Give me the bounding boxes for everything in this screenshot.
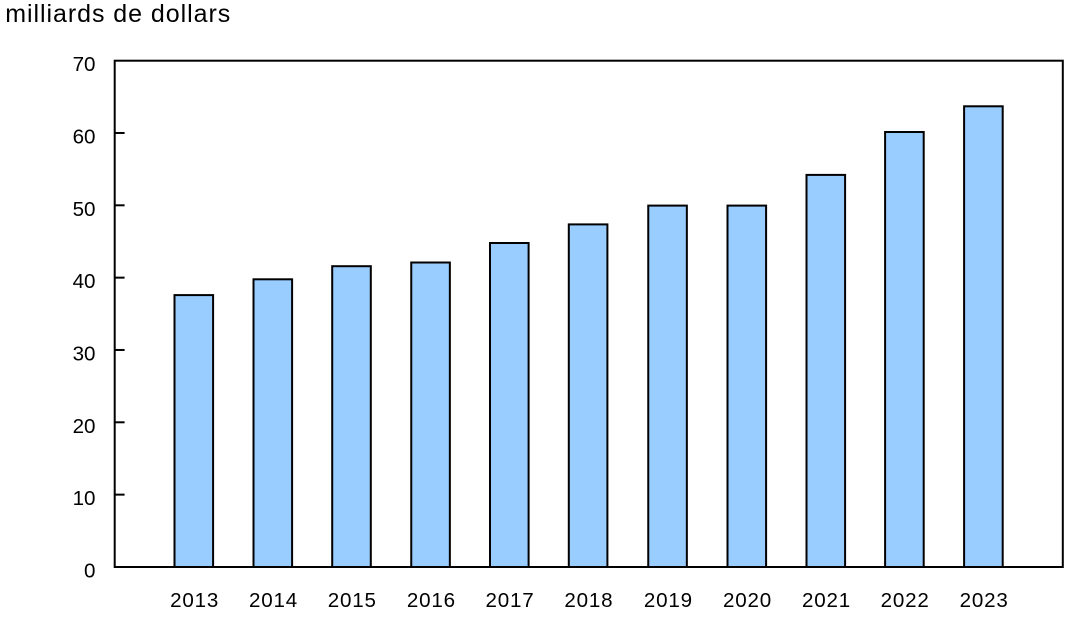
svg-text:2014: 2014 bbox=[249, 589, 298, 612]
svg-text:60: 60 bbox=[73, 126, 96, 149]
svg-text:30: 30 bbox=[73, 343, 96, 366]
svg-text:milliards de dollars: milliards de dollars bbox=[5, 0, 231, 28]
svg-text:2022: 2022 bbox=[881, 589, 930, 612]
svg-text:0: 0 bbox=[84, 560, 95, 583]
svg-text:2020: 2020 bbox=[723, 589, 772, 612]
svg-text:2023: 2023 bbox=[960, 589, 1009, 612]
svg-text:2018: 2018 bbox=[564, 589, 613, 612]
svg-text:20: 20 bbox=[73, 415, 96, 438]
svg-text:40: 40 bbox=[73, 270, 96, 293]
svg-text:10: 10 bbox=[73, 487, 96, 510]
svg-text:50: 50 bbox=[73, 198, 96, 221]
svg-text:2015: 2015 bbox=[328, 589, 377, 612]
svg-text:2013: 2013 bbox=[170, 589, 219, 612]
svg-text:2017: 2017 bbox=[486, 589, 535, 612]
svg-text:2021: 2021 bbox=[802, 589, 851, 612]
svg-text:2019: 2019 bbox=[644, 589, 693, 612]
svg-text:70: 70 bbox=[73, 53, 96, 76]
svg-text:2016: 2016 bbox=[407, 589, 456, 612]
